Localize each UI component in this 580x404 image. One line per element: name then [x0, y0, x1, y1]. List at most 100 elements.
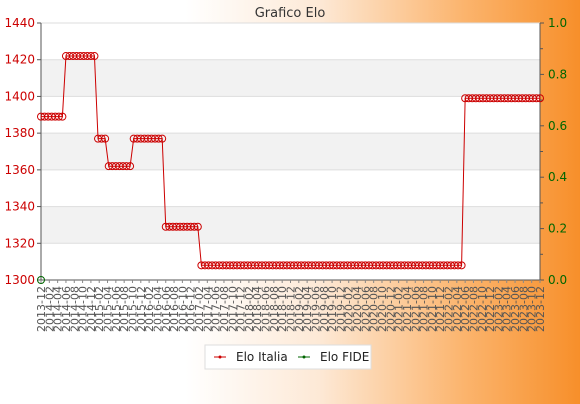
x-tick-label: 2023-06 [509, 286, 522, 332]
x-tick-label: 2017-10 [226, 286, 239, 332]
x-tick-label: 2023-10 [526, 286, 539, 332]
x-tick-label: 2016-08 [168, 286, 181, 332]
left-tick-label: 1340 [4, 200, 35, 214]
left-tick-label: 1320 [4, 236, 35, 250]
legend-label: Elo FIDE [320, 350, 369, 364]
x-tick-label: 2015-10 [126, 286, 139, 332]
legend-box [204, 344, 372, 370]
x-tick-label: 2017-02 [193, 286, 206, 332]
x-tick-label: 2014-12 [85, 286, 98, 332]
chart-title: Grafico Elo [255, 6, 326, 21]
data-point [193, 222, 202, 231]
x-tick-label: 2018-10 [276, 286, 289, 332]
data-point [457, 261, 466, 270]
data-point [454, 261, 463, 270]
series-group [37, 52, 544, 284]
data-point [90, 52, 99, 61]
x-tick-label: 2016-04 [151, 286, 164, 332]
data-point [54, 112, 63, 121]
x-tick-label: 2015-06 [110, 286, 123, 332]
x-tick-label: 2017-08 [218, 286, 231, 332]
right-tick-label: 1.0 [548, 16, 567, 30]
x-tick-label: 2016-06 [160, 286, 173, 332]
grid-band [41, 59, 540, 97]
data-point [58, 112, 67, 121]
x-tick-label: 2018-02 [243, 286, 256, 332]
x-tick-label: 2018-08 [268, 286, 281, 332]
x-tick-label: 2023-04 [501, 286, 514, 332]
right-tick-label: 0.6 [548, 119, 567, 133]
x-tick-label: 2022-10 [476, 286, 489, 332]
right-tick-label: 0.0 [548, 273, 567, 287]
x-tick-label: 2020-02 [343, 286, 356, 332]
x-tick-label: 2019-02 [293, 286, 306, 332]
x-tick-label: 2019-08 [318, 286, 331, 332]
right-tick-label: 0.2 [548, 222, 567, 236]
x-tick-label: 2015-08 [118, 286, 131, 332]
x-tick-label: 2022-02 [443, 286, 456, 332]
x-tick-label: 2021-06 [409, 286, 422, 332]
x-tick-label: 2022-12 [484, 286, 497, 332]
x-tick-label: 2014-02 [43, 286, 56, 332]
left-tick-label: 1300 [4, 273, 35, 287]
x-tick-label: 2023-08 [517, 286, 530, 332]
left-tick-label: 1380 [4, 126, 35, 140]
left-tick-label: 1400 [4, 89, 35, 103]
x-tick-label: 2020-12 [384, 286, 397, 332]
x-tick-label: 2015-04 [102, 286, 115, 332]
data-point [536, 94, 544, 103]
x-tick-label: 2020-10 [376, 286, 389, 332]
data-point [86, 52, 95, 61]
x-tick-label: 2018-12 [285, 286, 298, 332]
x-tick-label: 2016-10 [176, 286, 189, 332]
data-point [126, 162, 135, 171]
data-point [122, 162, 131, 171]
x-tick-label: 2014-06 [60, 286, 73, 332]
x-tick-label: 2019-10 [326, 286, 339, 332]
x-tick-label: 2022-08 [467, 286, 480, 332]
x-tick-label: 2013-12 [35, 286, 48, 332]
x-tick-label: 2016-02 [143, 286, 156, 332]
x-tick-label: 2017-06 [210, 286, 223, 332]
legend-label: Elo Italia [236, 350, 288, 364]
x-tick-label: 2014-04 [52, 286, 65, 332]
x-tick-label: 2021-04 [401, 286, 414, 332]
x-tick-label: 2014-08 [68, 286, 81, 332]
left-tick-label: 1440 [4, 16, 35, 30]
plot-area [41, 23, 540, 280]
x-tick-label: 2023-02 [492, 286, 505, 332]
x-tick-label: 2018-06 [260, 286, 273, 332]
x-tick-label: 2019-12 [334, 286, 347, 332]
x-tick-label: 2014-10 [77, 286, 90, 332]
data-point [101, 134, 110, 143]
right-axis-ticks: 0.0 0.2 0.4 0.6 0.8 1.0 [540, 16, 567, 287]
data-point [154, 134, 163, 143]
grid-band [41, 133, 540, 170]
left-axis-ticks: 1300 1320 1340 1360 1380 1400 1420 1440 [4, 16, 41, 287]
x-tick-label: 2020-04 [351, 286, 364, 332]
x-tick-label: 2017-12 [235, 286, 248, 332]
left-tick-label: 1420 [4, 53, 35, 67]
data-point [97, 134, 106, 143]
x-tick-label: 2015-02 [93, 286, 106, 332]
x-tick-label: 2021-12 [434, 286, 447, 332]
x-tick-label: 2022-04 [451, 286, 464, 332]
x-tick-label: 2019-06 [309, 286, 322, 332]
x-tick-label: 2023-12 [534, 286, 547, 332]
x-tick-label: 2022-06 [459, 286, 472, 332]
right-tick-label: 0.8 [548, 67, 567, 81]
x-tick-label: 2015-12 [135, 286, 148, 332]
data-point [532, 94, 541, 103]
x-tick-label: 2018-04 [251, 286, 264, 332]
x-tick-label: 2016-12 [185, 286, 198, 332]
x-tick-label: 2021-08 [418, 286, 431, 332]
legend-marker [218, 355, 222, 359]
data-point [158, 134, 167, 143]
x-axis-ticks: 2013-122014-022014-042014-062014-082014-… [35, 280, 547, 332]
x-tick-label: 2017-04 [201, 286, 214, 332]
legend[interactable]: Elo Italia Elo FIDE [204, 344, 372, 370]
x-tick-label: 2021-02 [393, 286, 406, 332]
legend-marker [302, 355, 306, 359]
